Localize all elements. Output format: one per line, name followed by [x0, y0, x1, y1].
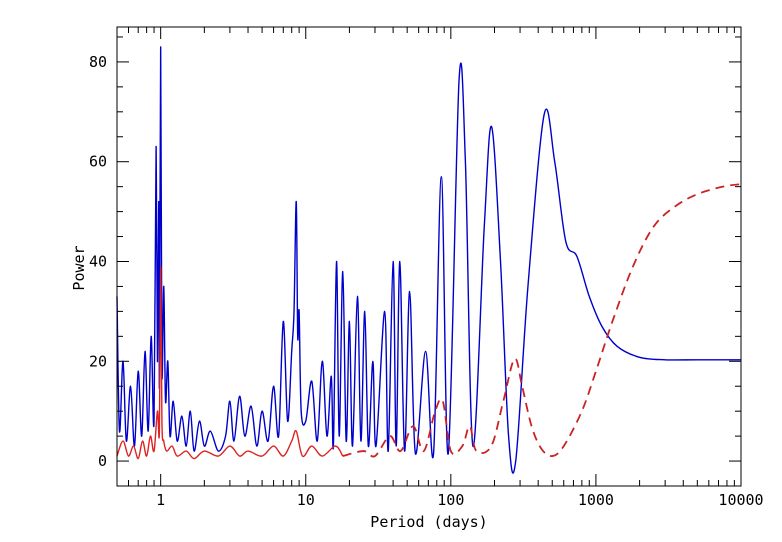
series-line-2 — [116, 265, 344, 460]
x-tick-label: 1000 — [578, 491, 614, 509]
x-tick-label: 10 — [297, 491, 315, 509]
x-tick-label: 10000 — [718, 491, 763, 509]
y-tick-label: 40 — [89, 252, 107, 270]
series-line-1 — [116, 46, 741, 474]
y-axis-label: Power — [70, 245, 88, 290]
x-tick-label: 1 — [156, 491, 165, 509]
y-tick-label: 0 — [98, 452, 107, 470]
y-tick-label: 60 — [89, 153, 107, 171]
series-layer — [116, 46, 742, 474]
x-tick-label: 100 — [437, 491, 464, 509]
x-axis-label: Period (days) — [370, 513, 487, 531]
plot-frame — [116, 26, 742, 487]
y-tick-label: 80 — [89, 53, 107, 71]
series-line-3 — [342, 183, 742, 458]
tick-layer: 1 10 100 1000 10000 0 20 40 60 80 — [89, 27, 764, 509]
y-tick-label: 20 — [89, 352, 107, 370]
